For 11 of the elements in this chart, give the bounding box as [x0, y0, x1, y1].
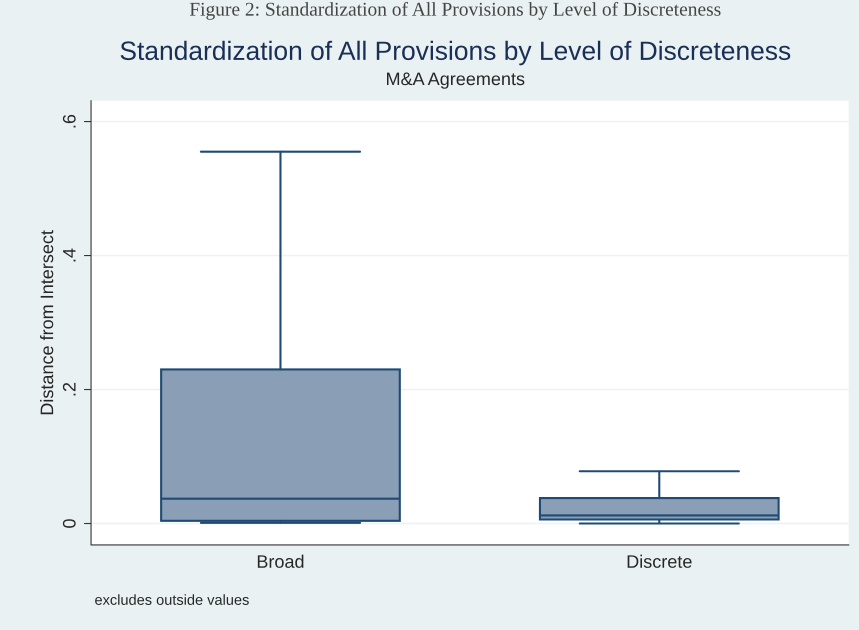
y-tick-label: 0 [62, 519, 76, 528]
caption: Figure 2: Standardization of All Provisions by Level of Discreteness [190, 2, 721, 20]
y-axis-title: Distance from Intersect [40, 230, 54, 414]
y-tick-label: .2 [62, 382, 76, 396]
x-tick-label: Broad [258, 554, 304, 568]
chart-title: Standardization of All Provisions by Level of Discreteness [120, 40, 790, 66]
text: excludes outside values [95, 594, 249, 605]
y-tick-label: .4 [63, 248, 76, 262]
x-tick-label: Discrete [628, 554, 692, 568]
y-tick-label: .6 [62, 114, 76, 128]
chart-subtitle: M&A Agreements [387, 72, 524, 89]
